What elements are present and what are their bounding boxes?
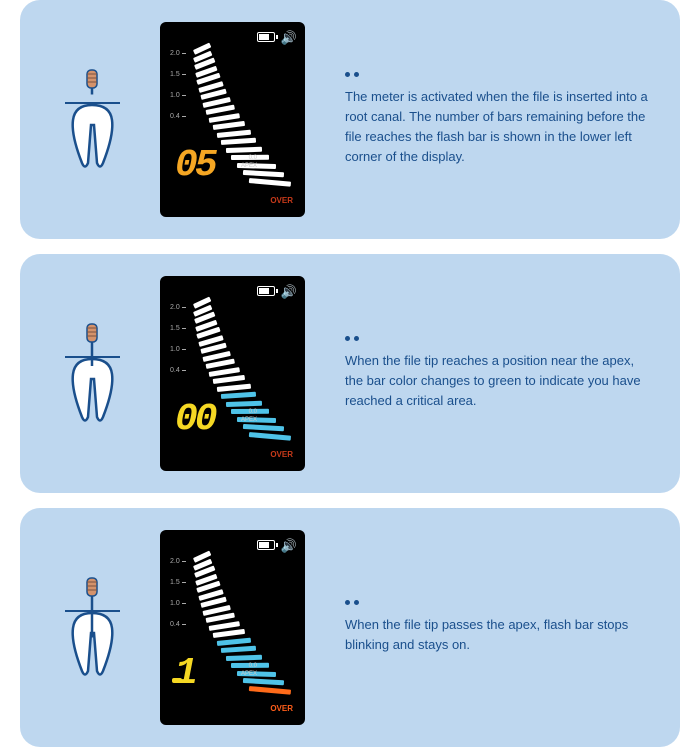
reading-value: 05 [175, 144, 215, 187]
battery-icon [257, 540, 275, 550]
speaker-icon: 🔊 [281, 538, 297, 554]
speaker-icon: 🔊 [281, 284, 297, 300]
tooth-column [50, 65, 135, 175]
apex-meter-display: 🔊 2.01.51.00.4 0.0 APEX 1 OVER [160, 530, 305, 725]
scale-labels: 2.01.51.00.4 [170, 304, 186, 388]
instruction-panel-2: 🔊 2.01.51.00.4 0.0 APEX 1 OVER When the … [20, 508, 680, 747]
description-text: When the file tip passes the apex, flash… [345, 615, 650, 655]
scale-labels: 2.01.51.00.4 [170, 558, 186, 642]
tooth-diagram [55, 65, 130, 175]
text-column: The meter is activated when the file is … [345, 72, 650, 168]
apex-meter-display: 🔊 2.01.51.00.4 0.0 APEX 00 OVER [160, 276, 305, 471]
tooth-diagram [55, 573, 130, 683]
bullet-dots [345, 600, 650, 605]
description-text: The meter is activated when the file is … [345, 87, 650, 168]
apex-text: APEX [241, 163, 257, 169]
tooth-column [50, 573, 135, 683]
bullet-dots [345, 72, 650, 77]
scale-labels: 2.01.51.00.4 [170, 50, 186, 134]
bar-arc [192, 558, 292, 703]
apex-text: APEX [241, 671, 257, 677]
battery-icon [257, 286, 275, 296]
meter-column: 🔊 2.01.51.00.4 0.0 APEX 00 OVER [160, 276, 320, 471]
tooth-diagram [55, 319, 130, 429]
reading-value: 00 [175, 398, 215, 441]
speaker-icon: 🔊 [281, 30, 297, 46]
over-label: OVER [270, 196, 293, 205]
bullet-dots [345, 336, 650, 341]
reading-value: 1 [175, 652, 195, 695]
description-text: When the file tip reaches a position nea… [345, 351, 650, 411]
meter-column: 🔊 2.01.51.00.4 0.0 APEX 1 OVER [160, 530, 320, 725]
apex-value: 0.0 [249, 663, 257, 669]
apex-value: 0.0 [249, 155, 257, 161]
instruction-panel-1: 🔊 2.01.51.00.4 0.0 APEX 00 OVER When the… [20, 254, 680, 493]
text-column: When the file tip passes the apex, flash… [345, 600, 650, 655]
meter-column: 🔊 2.01.51.00.4 0.0 APEX 05 OVER [160, 22, 320, 217]
instruction-panel-0: 🔊 2.01.51.00.4 0.0 APEX 05 OVER The mete… [20, 0, 680, 239]
apex-value: 0.0 [249, 409, 257, 415]
apex-meter-display: 🔊 2.01.51.00.4 0.0 APEX 05 OVER [160, 22, 305, 217]
text-column: When the file tip reaches a position nea… [345, 336, 650, 411]
over-label: OVER [270, 450, 293, 459]
battery-icon [257, 32, 275, 42]
over-label: OVER [270, 704, 293, 713]
tooth-column [50, 319, 135, 429]
apex-text: APEX [241, 417, 257, 423]
